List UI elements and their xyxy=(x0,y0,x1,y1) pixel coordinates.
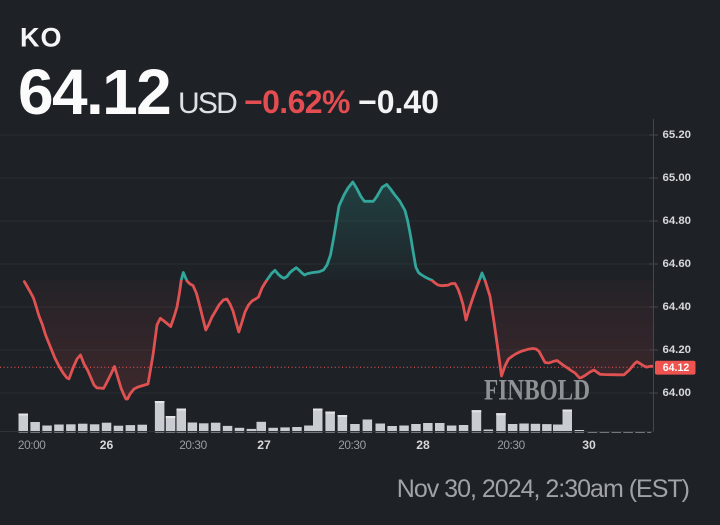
svg-text:64.20: 64.20 xyxy=(663,344,692,356)
svg-text:64.40: 64.40 xyxy=(663,301,692,313)
svg-text:65.00: 65.00 xyxy=(663,172,692,184)
svg-text:−0.62%: −0.62% xyxy=(244,84,350,120)
svg-text:20:00: 20:00 xyxy=(18,438,46,452)
svg-text:Nov 30, 2024, 2:30am (EST): Nov 30, 2024, 2:30am (EST) xyxy=(397,475,689,503)
svg-text:20:30: 20:30 xyxy=(179,438,207,452)
svg-text:20:30: 20:30 xyxy=(338,438,366,452)
svg-text:KO: KO xyxy=(20,23,63,53)
svg-text:64.12: 64.12 xyxy=(663,362,690,374)
svg-text:27: 27 xyxy=(257,438,271,452)
svg-text:28: 28 xyxy=(416,438,430,452)
svg-text:26: 26 xyxy=(100,438,114,452)
svg-text:64.00: 64.00 xyxy=(663,387,692,399)
svg-text:64.80: 64.80 xyxy=(663,215,692,227)
svg-text:64.12: 64.12 xyxy=(18,56,170,128)
svg-text:USD: USD xyxy=(178,87,237,120)
svg-text:65.20: 65.20 xyxy=(663,129,692,141)
svg-text:20:30: 20:30 xyxy=(497,438,525,452)
svg-text:−0.40: −0.40 xyxy=(358,84,439,120)
svg-text:64.60: 64.60 xyxy=(663,258,692,270)
svg-text:FINBOLD: FINBOLD xyxy=(484,374,590,407)
svg-text:30: 30 xyxy=(582,438,596,452)
